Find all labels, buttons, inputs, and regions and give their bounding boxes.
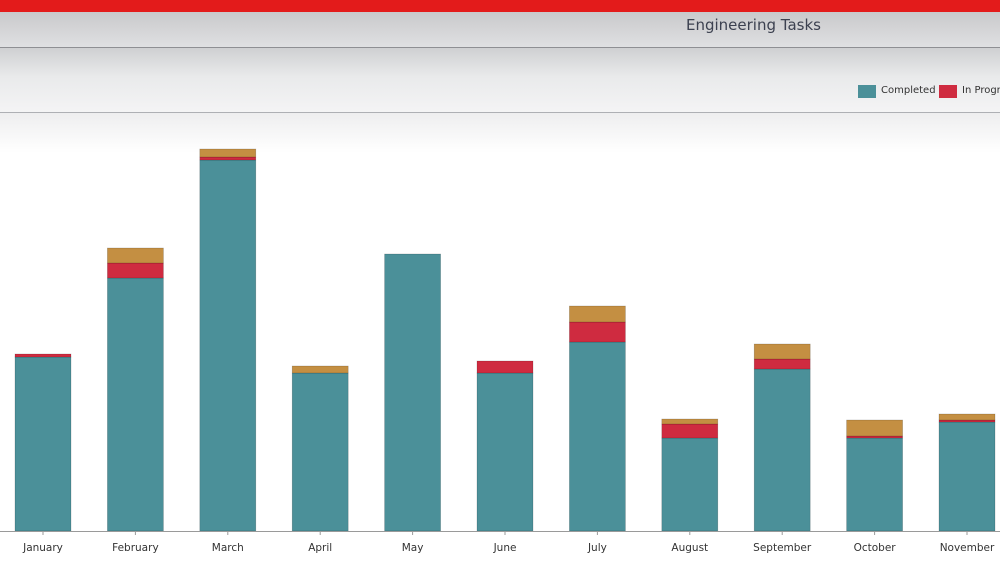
legend-swatch-in-progress xyxy=(939,85,957,98)
bar-may-completed xyxy=(384,253,441,532)
bar-april-completed xyxy=(291,372,349,532)
x-axis-labels: January February March April May June July Augu… xyxy=(22,542,995,554)
bar-march-completed xyxy=(199,159,257,532)
chart-title: Engineering Tasks xyxy=(686,16,821,34)
bar-june-in-progress xyxy=(476,360,534,374)
bar-november-completed xyxy=(938,421,996,532)
bar-august-not-started xyxy=(661,418,719,425)
x-label-july: July xyxy=(587,542,607,554)
x-label-october: October xyxy=(854,542,897,554)
x-label-august: August xyxy=(671,542,708,554)
bar-february-not-started xyxy=(107,247,164,264)
bar-july-in-progress xyxy=(569,321,626,343)
bar-august-in-progress xyxy=(661,423,719,439)
bar-october-not-started xyxy=(846,419,903,437)
bar-april-not-started xyxy=(291,365,349,374)
legend-swatch-completed xyxy=(858,85,876,98)
x-label-june: June xyxy=(493,542,517,554)
bars-group xyxy=(14,148,996,532)
bar-february-completed xyxy=(107,277,164,532)
x-label-january: January xyxy=(22,542,63,554)
x-label-september: September xyxy=(753,542,812,554)
bar-february-in-progress xyxy=(107,262,164,279)
toolbar-band xyxy=(0,48,1000,113)
bar-january-completed xyxy=(14,356,72,532)
x-axis-ticks xyxy=(42,531,968,535)
x-label-november: November xyxy=(940,542,995,554)
legend-label-in-progress: In Progress xyxy=(962,85,1000,96)
bar-march-not-started xyxy=(199,148,257,158)
bar-september-in-progress xyxy=(753,358,811,370)
x-label-april: April xyxy=(308,542,332,554)
bar-august-completed xyxy=(661,437,719,532)
bar-july-not-started xyxy=(569,305,626,323)
bar-july-completed xyxy=(569,341,626,532)
legend-label-completed: Completed xyxy=(881,85,936,96)
title-band xyxy=(0,12,1000,48)
x-label-may: May xyxy=(402,542,424,554)
top-accent-bar xyxy=(0,0,1000,12)
bar-october-completed xyxy=(846,437,903,532)
x-label-march: March xyxy=(212,542,244,554)
bar-january-in-progress xyxy=(14,353,72,358)
bar-september-completed xyxy=(753,368,811,532)
bar-september-not-started xyxy=(753,343,811,360)
bar-march-in-progress xyxy=(199,156,257,161)
bar-november-not-started xyxy=(938,413,996,421)
x-label-february: February xyxy=(112,542,159,554)
bar-june-completed xyxy=(476,372,534,532)
